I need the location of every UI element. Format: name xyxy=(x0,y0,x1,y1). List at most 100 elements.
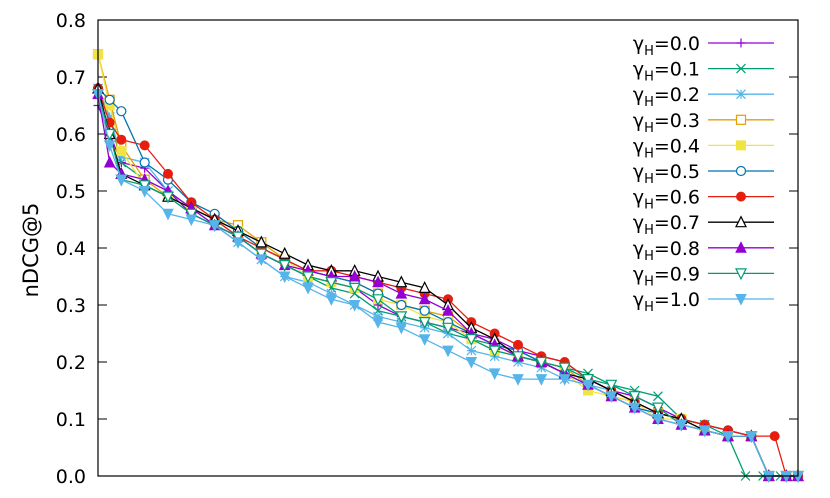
y-tick-label: 0.2 xyxy=(56,352,86,374)
data-point xyxy=(232,231,244,244)
data-point xyxy=(255,235,268,248)
legend-value: =0.0 xyxy=(654,33,700,55)
data-point xyxy=(769,431,780,442)
data-point xyxy=(488,345,501,358)
data-point xyxy=(103,140,116,153)
data-point xyxy=(139,140,150,151)
legend-gamma-symbol: γ xyxy=(633,238,644,260)
data-point xyxy=(512,374,524,386)
legend-gamma-symbol: γ xyxy=(633,84,644,106)
legend-marker xyxy=(736,140,746,151)
y-tick-label: 0.6 xyxy=(56,124,86,146)
data-point xyxy=(418,281,431,293)
data-point xyxy=(116,134,127,145)
data-point xyxy=(162,208,174,221)
legend-value: =0.2 xyxy=(654,84,700,106)
plot-frame xyxy=(97,19,799,477)
legend-marker xyxy=(736,63,746,74)
legend-label: γH=0.7 xyxy=(633,212,700,238)
legend-marker xyxy=(736,38,746,48)
plot-series xyxy=(92,49,804,483)
legend-marker xyxy=(736,89,746,100)
data-point xyxy=(208,220,221,232)
legend-gamma-symbol: γ xyxy=(633,161,644,183)
data-point xyxy=(278,260,291,272)
legend-entry: γH=0.6 xyxy=(633,187,774,213)
legend-entry: γH=1.0 xyxy=(633,289,774,315)
data-point xyxy=(348,282,361,295)
legend-value: =0.5 xyxy=(654,161,700,183)
data-point xyxy=(302,282,314,295)
legend-subscript: H xyxy=(644,223,654,238)
legend-marker xyxy=(735,114,747,125)
data-point xyxy=(372,275,384,288)
data-point xyxy=(698,425,711,438)
legend-label: γH=0.6 xyxy=(633,187,700,213)
legend-entry: γH=0.1 xyxy=(633,59,774,85)
legend-gamma-symbol: γ xyxy=(633,110,644,132)
legend-gamma-symbol: γ xyxy=(633,33,644,55)
data-point xyxy=(326,288,337,299)
data-point xyxy=(628,391,641,404)
data-point xyxy=(722,431,734,443)
data-point xyxy=(395,275,408,288)
legend-entry: γH=0.3 xyxy=(633,110,774,136)
data-point xyxy=(116,146,127,157)
data-point xyxy=(605,379,618,392)
y-tick-label: 0.5 xyxy=(56,181,86,203)
data-point xyxy=(418,292,431,305)
legend-marker xyxy=(735,294,747,306)
data-point xyxy=(395,286,408,299)
legend: γH=0.0γH=0.1γH=0.2γH=0.3γH=0.4γH=0.5γH=0… xyxy=(633,33,774,315)
legend-gamma-symbol: γ xyxy=(633,263,644,285)
data-point xyxy=(535,356,548,369)
legend-subscript: H xyxy=(644,70,654,85)
legend-entry: γH=0.2 xyxy=(633,84,774,110)
data-point xyxy=(163,168,173,179)
data-point xyxy=(372,294,384,307)
legend-entry: γH=0.5 xyxy=(633,161,774,187)
data-point xyxy=(325,277,338,290)
legend-subscript: H xyxy=(644,198,654,213)
data-point xyxy=(255,254,268,267)
legend-label: γH=0.4 xyxy=(633,135,700,161)
data-point xyxy=(465,334,478,347)
legend-marker xyxy=(735,215,747,228)
legend-label: γH=1.0 xyxy=(633,289,700,315)
series-1-0 xyxy=(92,89,804,483)
legend-subscript: H xyxy=(644,172,654,187)
data-point xyxy=(302,271,314,284)
legend-entry: γH=0.7 xyxy=(633,212,774,238)
y-axis-title: nDCG@5 xyxy=(19,203,43,298)
y-tick-label: 0.3 xyxy=(56,295,86,317)
data-point xyxy=(558,374,571,386)
y-tick-label: 0.0 xyxy=(56,466,86,488)
legend-entry: γH=0.4 xyxy=(633,135,774,161)
data-point xyxy=(442,345,454,358)
data-point xyxy=(605,391,618,403)
legend-subscript: H xyxy=(644,274,654,289)
legend-marker xyxy=(735,165,747,177)
data-point xyxy=(535,374,548,386)
data-point xyxy=(418,334,431,346)
legend-gamma-symbol: γ xyxy=(633,59,644,81)
data-point xyxy=(419,305,430,316)
data-point xyxy=(232,237,244,249)
data-point xyxy=(465,357,478,369)
data-point xyxy=(652,402,664,415)
data-point xyxy=(103,155,116,168)
y-tick-label: 0.4 xyxy=(56,238,86,260)
data-point xyxy=(652,414,664,426)
y-tick-label: 0.1 xyxy=(56,409,86,431)
legend-subscript: H xyxy=(644,146,654,161)
legend-value: =1.0 xyxy=(654,289,700,311)
data-point xyxy=(348,300,361,312)
data-point xyxy=(396,299,407,311)
legend-value: =0.4 xyxy=(654,135,700,157)
data-point xyxy=(348,269,361,282)
data-point xyxy=(512,351,524,364)
data-point xyxy=(104,111,115,122)
data-point xyxy=(116,106,127,117)
data-point xyxy=(116,151,127,162)
